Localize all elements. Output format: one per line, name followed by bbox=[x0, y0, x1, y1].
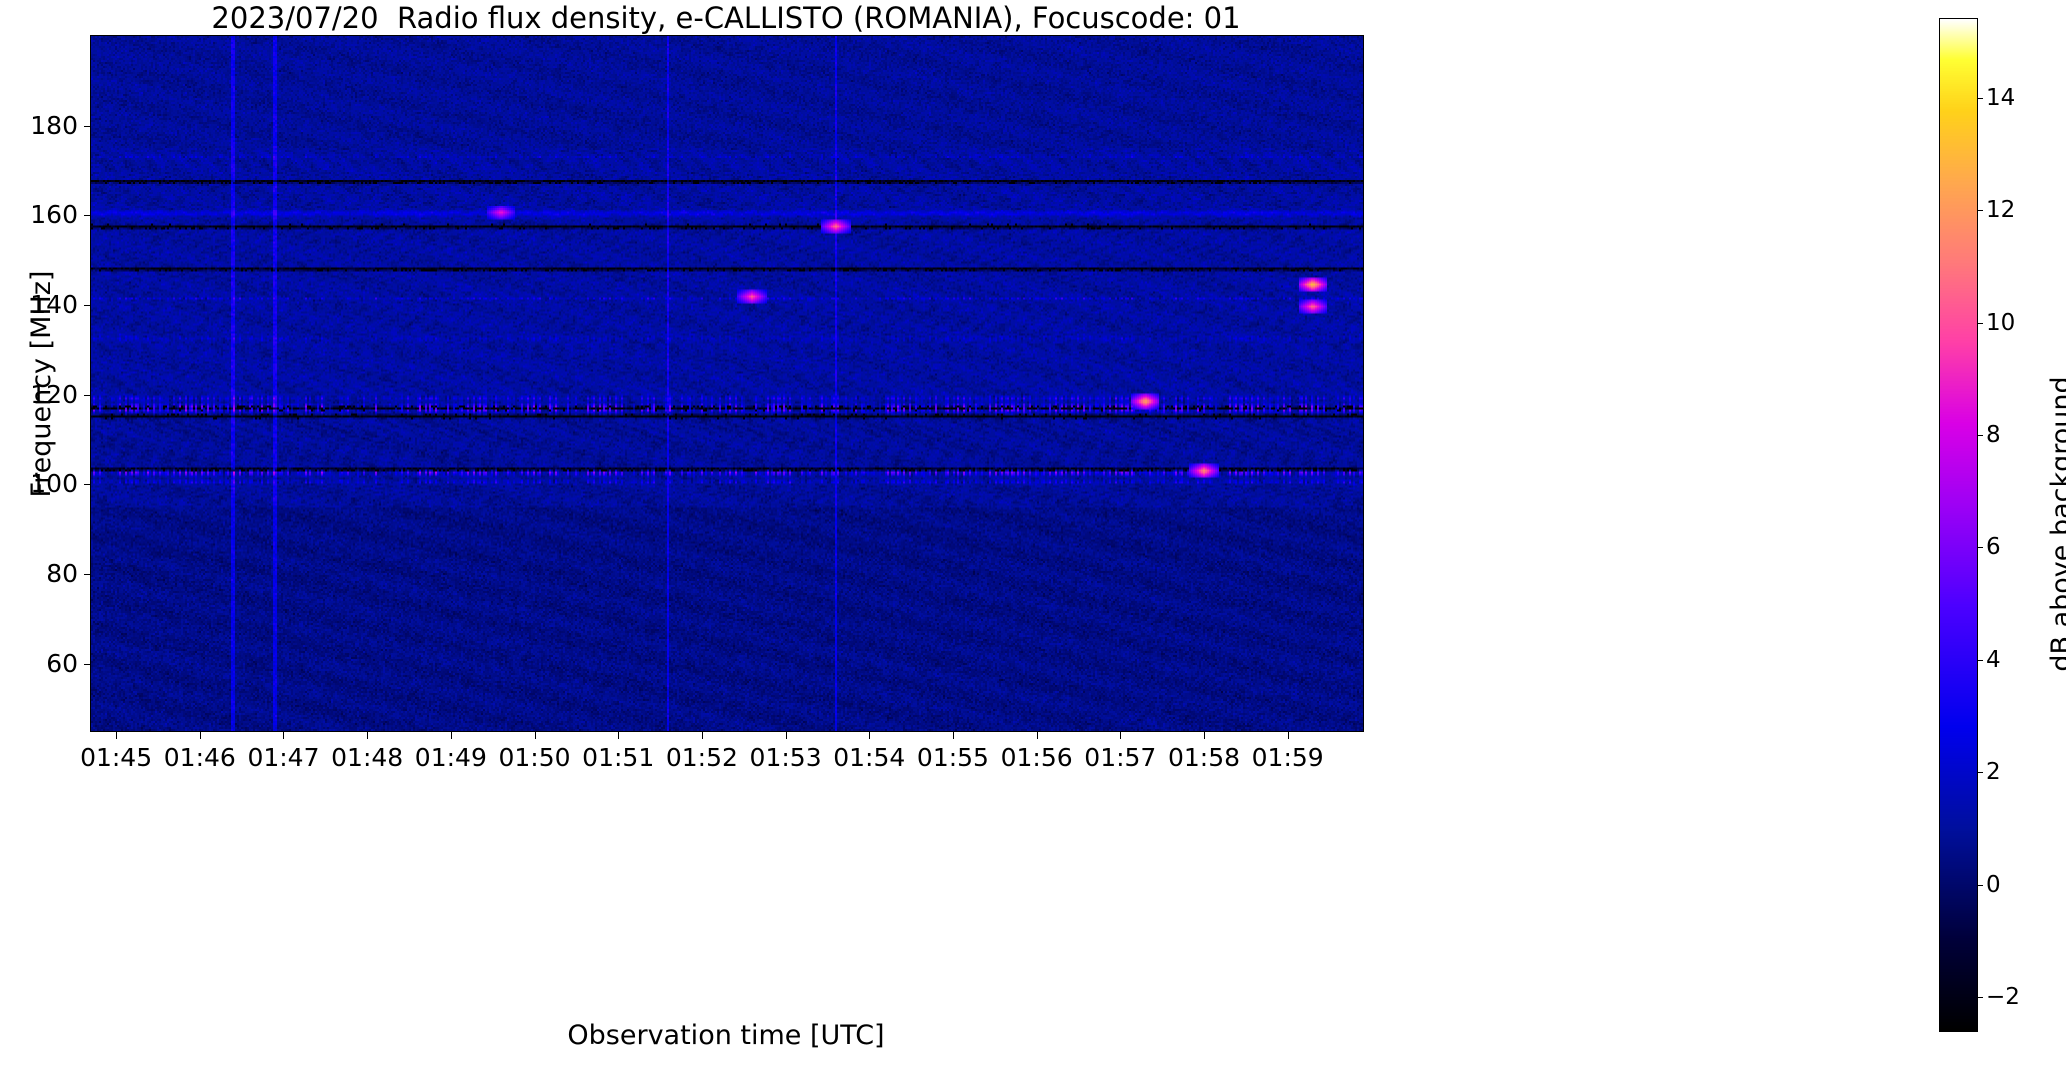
y-tick-mark bbox=[84, 126, 91, 127]
x-tick-mark bbox=[869, 732, 870, 739]
x-tick-label: 01:46 bbox=[163, 743, 236, 772]
x-tick-mark bbox=[953, 732, 954, 739]
colorbar-tick-label: 14 bbox=[1986, 84, 2016, 111]
spectrogram-image bbox=[91, 36, 1363, 731]
colorbar-tick-mark bbox=[1977, 98, 1983, 99]
colorbar-tick-mark bbox=[1977, 997, 1983, 998]
colorbar-tick-mark bbox=[1977, 547, 1983, 548]
y-tick-mark bbox=[84, 574, 91, 575]
colorbar-label: dB above background bbox=[2046, 376, 2066, 672]
colorbar-tick-label: 12 bbox=[1986, 197, 2016, 224]
y-tick-label: 80 bbox=[46, 559, 78, 589]
colorbar-tick-mark bbox=[1977, 210, 1983, 211]
colorbar-tick-mark bbox=[1977, 772, 1983, 773]
x-tick-mark bbox=[1037, 732, 1038, 739]
y-tick-label: 100 bbox=[30, 469, 78, 499]
colorbar-tick-mark bbox=[1977, 435, 1983, 436]
x-tick-mark bbox=[451, 732, 452, 739]
y-tick-mark bbox=[84, 215, 91, 216]
x-tick-mark bbox=[1204, 732, 1205, 739]
colorbar-tick-label: 0 bbox=[1986, 871, 2001, 898]
x-tick-label: 01:50 bbox=[498, 743, 571, 772]
x-tick-label: 01:53 bbox=[749, 743, 822, 772]
x-tick-mark bbox=[786, 732, 787, 739]
colorbar-tick-label: 10 bbox=[1986, 309, 2016, 336]
x-tick-mark bbox=[702, 732, 703, 739]
y-tick-mark bbox=[84, 664, 91, 665]
y-tick-label: 60 bbox=[46, 648, 78, 678]
y-tick-label: 180 bbox=[30, 110, 78, 140]
x-tick-mark bbox=[1288, 732, 1289, 739]
x-tick-label: 01:55 bbox=[916, 743, 989, 772]
y-tick-label: 160 bbox=[30, 200, 78, 230]
y-tick-mark bbox=[84, 395, 91, 396]
x-tick-label: 01:52 bbox=[665, 743, 738, 772]
x-tick-label: 01:49 bbox=[414, 743, 487, 772]
x-tick-mark bbox=[367, 732, 368, 739]
colorbar-tick-label: −2 bbox=[1986, 984, 2020, 1011]
spectrogram-axes[interactable] bbox=[90, 35, 1364, 732]
chart-title: 2023/07/20 Radio flux density, e-CALLIST… bbox=[211, 1, 1241, 35]
x-tick-label: 01:48 bbox=[331, 743, 404, 772]
y-tick-label: 140 bbox=[30, 290, 78, 320]
x-tick-label: 01:47 bbox=[247, 743, 320, 772]
colorbar-tick-label: 6 bbox=[1986, 534, 2001, 561]
colorbar-tick-label: 4 bbox=[1986, 646, 2001, 673]
x-tick-mark bbox=[283, 732, 284, 739]
x-tick-label: 01:54 bbox=[833, 743, 906, 772]
colorbar-tick-mark bbox=[1977, 885, 1983, 886]
x-tick-mark bbox=[618, 732, 619, 739]
colorbar[interactable] bbox=[1939, 18, 1978, 1032]
x-tick-mark bbox=[116, 732, 117, 739]
x-tick-label: 01:45 bbox=[80, 743, 153, 772]
x-tick-mark bbox=[200, 732, 201, 739]
y-tick-mark bbox=[84, 305, 91, 306]
x-axis-label: Observation time [UTC] bbox=[567, 1020, 885, 1051]
x-tick-label: 01:51 bbox=[582, 743, 655, 772]
colorbar-tick-label: 8 bbox=[1986, 422, 2001, 449]
colorbar-tick-mark bbox=[1977, 323, 1983, 324]
x-tick-label: 01:56 bbox=[1000, 743, 1073, 772]
x-tick-label: 01:59 bbox=[1251, 743, 1324, 772]
x-tick-label: 01:57 bbox=[1084, 743, 1157, 772]
colorbar-tick-label: 2 bbox=[1986, 759, 2001, 786]
x-tick-mark bbox=[1120, 732, 1121, 739]
x-tick-mark bbox=[535, 732, 536, 739]
y-tick-label: 120 bbox=[30, 379, 78, 409]
colorbar-tick-mark bbox=[1977, 660, 1983, 661]
colorbar-gradient bbox=[1940, 19, 1977, 1031]
y-tick-mark bbox=[84, 484, 91, 485]
x-tick-label: 01:58 bbox=[1167, 743, 1241, 772]
